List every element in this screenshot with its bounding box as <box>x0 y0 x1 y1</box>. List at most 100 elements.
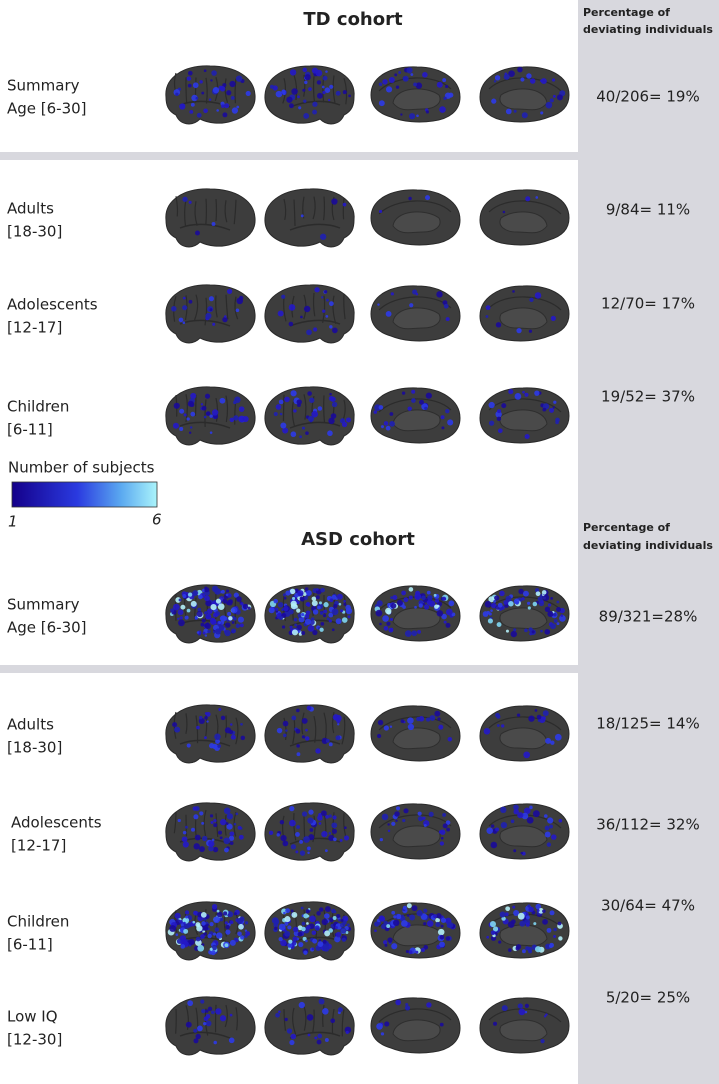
deviation-spot <box>233 400 237 405</box>
deviation-spot <box>230 734 236 740</box>
deviation-spot <box>213 819 217 823</box>
brain <box>165 584 256 644</box>
deviation-spot <box>499 590 505 597</box>
deviation-spot <box>309 915 316 923</box>
row-label: [18-30] <box>7 223 62 241</box>
deviation-spot <box>223 616 228 621</box>
brain <box>479 705 570 762</box>
deviation-spot <box>294 623 298 627</box>
sulcus <box>224 78 229 103</box>
deviation-spot <box>488 401 495 409</box>
deviation-spot <box>205 1009 209 1013</box>
deviation-spot <box>409 303 414 308</box>
deviation-spot <box>513 849 517 853</box>
cohort-title: TD cohort <box>303 9 403 30</box>
deviation-spot <box>289 806 295 812</box>
deviation-spot <box>211 409 219 416</box>
deviation-spot <box>327 98 331 102</box>
deviation-spot <box>238 923 244 930</box>
deviation-spot <box>172 422 179 429</box>
sulcus <box>488 296 562 311</box>
deviation-spot <box>177 609 184 616</box>
deviation-spot <box>442 823 448 829</box>
deviation-spot <box>233 912 237 916</box>
deviation-spot <box>305 728 308 732</box>
brain-surface <box>165 188 256 248</box>
deviation-spot <box>390 292 394 296</box>
brain <box>479 387 570 444</box>
deviation-spot <box>229 920 234 925</box>
deviation-spot <box>188 431 192 434</box>
deviation-spot <box>545 943 551 950</box>
deviation-spot <box>293 617 298 622</box>
deviation-spot <box>300 597 305 602</box>
deviation-spot <box>402 605 406 609</box>
brain-surface <box>165 996 256 1056</box>
deviation-spot <box>402 905 407 910</box>
deviation-spot <box>383 625 389 631</box>
sulcus <box>175 1008 177 1034</box>
deviation-spot <box>544 831 551 838</box>
deviation-spot <box>423 945 429 950</box>
deviation-spot <box>553 400 557 404</box>
deviation-spot <box>285 590 291 596</box>
deviation-spot <box>275 1012 280 1018</box>
deviation-spot <box>445 936 451 941</box>
deviation-spot <box>210 618 217 625</box>
deviation-spot <box>392 919 400 927</box>
deviation-spot <box>398 71 402 74</box>
deviation-spot <box>323 602 329 608</box>
brain-surface <box>264 704 355 764</box>
sulcus <box>332 295 337 324</box>
deviation-spot <box>518 1008 526 1016</box>
sulcus <box>224 1004 228 1028</box>
deviation-spot <box>439 934 445 940</box>
deviation-spot <box>439 1022 444 1027</box>
deviation-spot <box>420 913 428 920</box>
deviation-spot <box>340 919 344 922</box>
deviation-spot <box>216 109 219 112</box>
deviation-spot <box>219 836 223 840</box>
deviation-spot <box>188 938 195 946</box>
deviation-spot <box>317 815 323 821</box>
brain-surface <box>165 802 256 862</box>
brain <box>264 704 355 764</box>
deviation-spot <box>183 413 187 417</box>
deviation-spot <box>319 611 324 615</box>
deviation-spot <box>302 67 308 73</box>
row-label: Age [6-30] <box>7 100 87 118</box>
deviation-spot <box>312 609 319 615</box>
deviation-spot <box>381 813 389 821</box>
deviation-spot <box>451 612 456 617</box>
deviation-spot <box>294 588 299 593</box>
deviation-spot <box>174 726 181 733</box>
deviation-spot <box>393 915 397 919</box>
deviation-spot <box>217 744 222 748</box>
deviation-spot <box>322 309 326 313</box>
sulcus <box>301 712 305 735</box>
sulcus <box>332 75 336 103</box>
deviation-spot <box>211 838 215 842</box>
deviation-spot <box>377 719 384 726</box>
deviation-spot <box>198 717 205 725</box>
sulcus <box>323 196 326 221</box>
deviation-spot <box>495 827 500 832</box>
deviation-spot <box>175 92 179 97</box>
separator <box>0 152 578 160</box>
deviation-spot <box>216 909 220 913</box>
deviation-spot <box>192 920 196 924</box>
brain <box>370 285 461 342</box>
deviation-spot <box>210 79 213 82</box>
deviation-spot <box>549 944 553 948</box>
percentage: 30/64= 47% <box>601 897 695 915</box>
deviation-spot <box>237 931 242 937</box>
deviation-spot <box>291 629 299 636</box>
deviation-spot <box>315 69 323 77</box>
deviation-spot <box>332 327 338 334</box>
deviation-spot <box>306 914 310 918</box>
deviation-spot <box>542 909 546 913</box>
medial-wall <box>392 825 441 848</box>
deviation-spot <box>439 841 445 846</box>
deviation-spot <box>321 85 325 89</box>
deviation-spot <box>493 599 497 603</box>
